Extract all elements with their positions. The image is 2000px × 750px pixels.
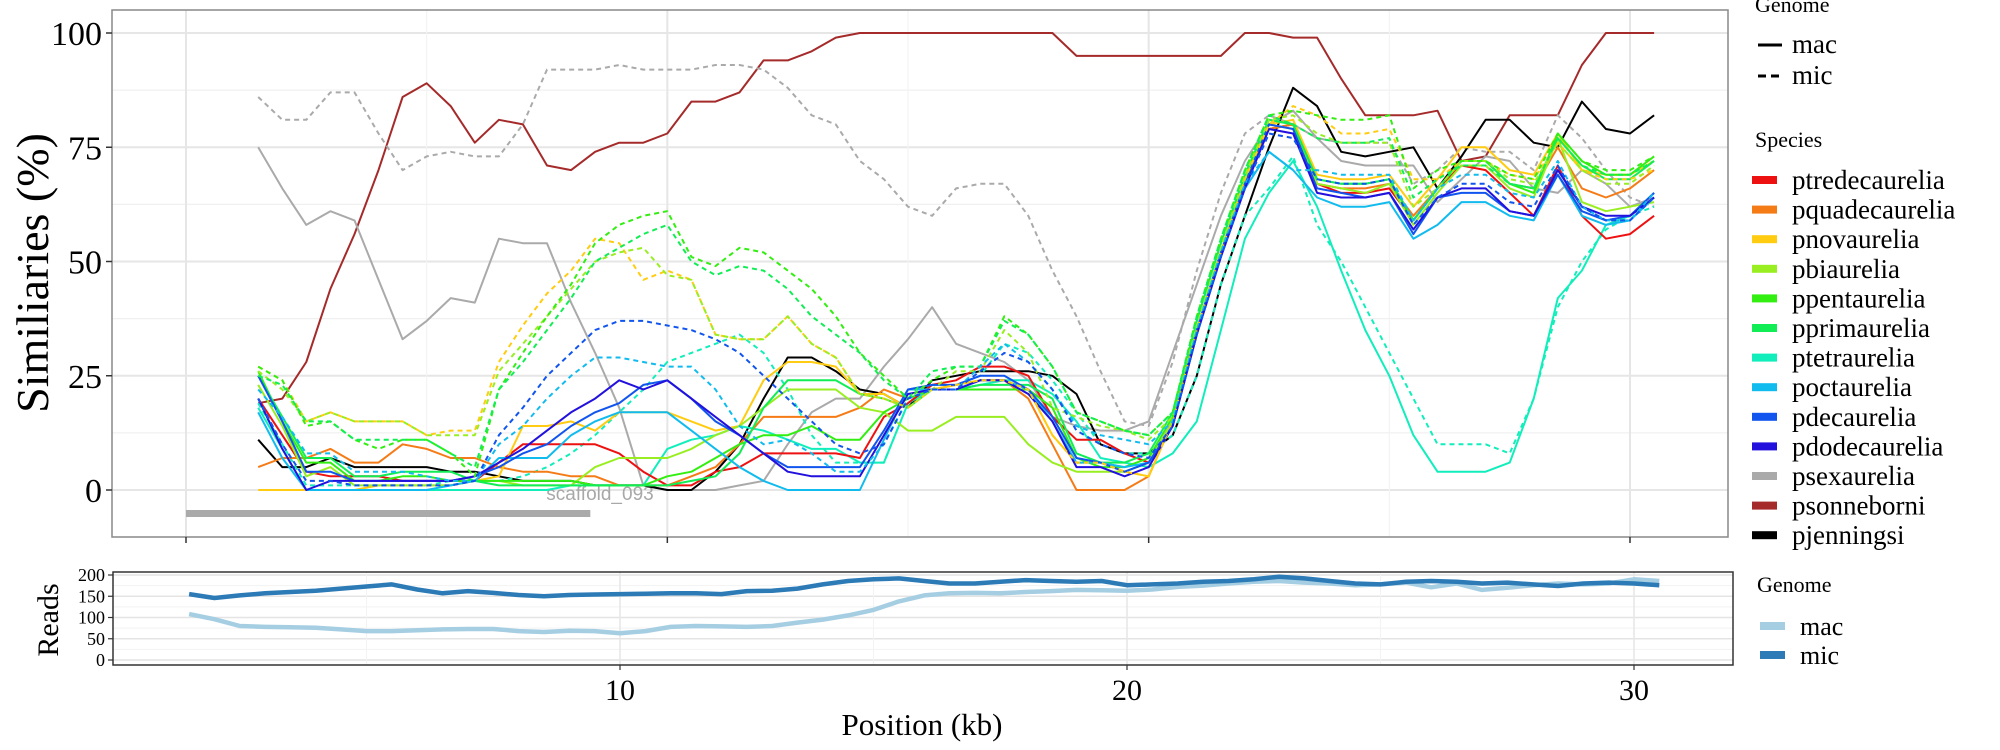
legend-key-pprimaurelia <box>1752 324 1777 332</box>
legend-key-pdodecaurelia <box>1752 442 1777 451</box>
y-tick-label: 50 <box>68 245 102 282</box>
legend-label-pdodecaurelia: pdodecaurelia <box>1792 431 1943 461</box>
series-line-psexaurelia-mic <box>257 64 1655 427</box>
legend-key-pdecaurelia <box>1752 412 1777 421</box>
series-line-pjenningsi-mac <box>257 86 1655 491</box>
x-tick-label: 10 <box>605 674 635 707</box>
similarity-panel-border <box>111 9 1729 538</box>
similarity-panel: scaffold_093 0 25 50 75 100 Similiaries (%) <box>7 9 1729 543</box>
series-line-pdecaurelia-mic <box>257 132 1655 487</box>
legend-key-poctaurelia <box>1752 383 1777 392</box>
y-tick-label: 150 <box>78 586 105 606</box>
x-axis-label: Position (kb) <box>841 707 1002 742</box>
legend-label-ppentaurelia: ppentaurelia <box>1792 283 1925 313</box>
legend-key-pnovaurelia <box>1752 235 1777 244</box>
y-tick-label: 200 <box>78 565 105 585</box>
legend-label-poctaurelia: poctaurelia <box>1792 372 1912 402</box>
scaffold-bar <box>186 510 591 517</box>
legend-label-mac: mac <box>1800 612 1843 641</box>
legend-label-ptetraurelia: ptetraurelia <box>1792 343 1915 373</box>
x-tick-label: 30 <box>1619 674 1649 707</box>
y-tick-label: 100 <box>78 608 105 628</box>
reads-line-mac <box>188 577 1660 636</box>
legend-key-ptredecaurelia <box>1752 176 1777 184</box>
legend-label-mac: mac <box>1792 29 1837 59</box>
legend-key-mac <box>1760 622 1785 630</box>
legend-key-psexaurelia <box>1752 472 1777 480</box>
reads-panel-border <box>112 571 1734 666</box>
legend-label-mic: mic <box>1800 641 1839 670</box>
legend-label-ptredecaurelia: ptredecaurelia <box>1792 165 1945 195</box>
reads-line-mic <box>188 574 1660 601</box>
legend-key-psonneborni <box>1752 501 1777 510</box>
y-tick-label: 25 <box>68 359 102 396</box>
series-line-pnovaurelia-mic <box>257 105 1655 478</box>
reads-y-axis-label: Reads <box>32 583 65 656</box>
genome-legend-title: Genome <box>1755 0 1830 17</box>
legend-label-pquadecaurelia: pquadecaurelia <box>1792 195 1955 225</box>
legend-label-pjenningsi: pjenningsi <box>1792 520 1905 550</box>
legend-key-ptetraurelia <box>1752 353 1777 362</box>
similarity-lines <box>257 32 1655 491</box>
species-legend: Species ptredecaureliapquadecaureliapnov… <box>1752 127 1955 550</box>
scaffold-bar-group: scaffold_093 <box>186 484 654 517</box>
similarity-plot-background <box>112 10 1728 537</box>
series-line-pdodecaurelia-mac <box>257 128 1655 491</box>
series-line-pprimaurelia-mic <box>257 114 1655 469</box>
series-line-psonneborni-mac <box>258 32 1655 405</box>
legend-label-psexaurelia: psexaurelia <box>1792 461 1915 491</box>
y-tick-label: 100 <box>51 16 102 53</box>
scaffold-label: scaffold_093 <box>546 484 653 505</box>
y-tick-label: 75 <box>68 130 102 167</box>
legend-key-pjenningsi <box>1752 531 1777 540</box>
y-tick-label: 0 <box>85 473 102 510</box>
legend-label-mic: mic <box>1792 60 1833 90</box>
similarity-axes: 0 25 50 75 100 <box>51 16 1631 543</box>
legend-key-mic <box>1760 651 1785 659</box>
legend-label-pnovaurelia: pnovaurelia <box>1792 224 1919 254</box>
series-line-pbiaurelia-mic <box>257 114 1655 441</box>
legend-key-ppentaurelia <box>1752 294 1777 303</box>
legend-label-psonneborni: psonneborni <box>1792 491 1925 521</box>
y-tick-label: 0 <box>96 650 105 670</box>
reads-grid <box>113 572 1733 665</box>
y-tick-label: 50 <box>87 629 105 649</box>
reads-legend-title: Genome <box>1757 572 1832 597</box>
reads-lines <box>188 574 1660 636</box>
legend-key-pquadecaurelia <box>1752 205 1777 214</box>
series-line-psexaurelia-mac <box>257 109 1655 491</box>
x-tick-label: 20 <box>1112 674 1142 707</box>
legend-label-pprimaurelia: pprimaurelia <box>1792 313 1930 343</box>
legend-key-pbiaurelia <box>1752 264 1777 273</box>
legend-label-pdecaurelia: pdecaurelia <box>1792 402 1916 432</box>
species-legend-title: Species <box>1755 127 1822 152</box>
series-line-ppentaurelia-mic <box>257 109 1655 478</box>
legend-label-pbiaurelia: pbiaurelia <box>1792 254 1900 284</box>
similarity-y-axis-label: Similiaries (%) <box>7 133 58 413</box>
